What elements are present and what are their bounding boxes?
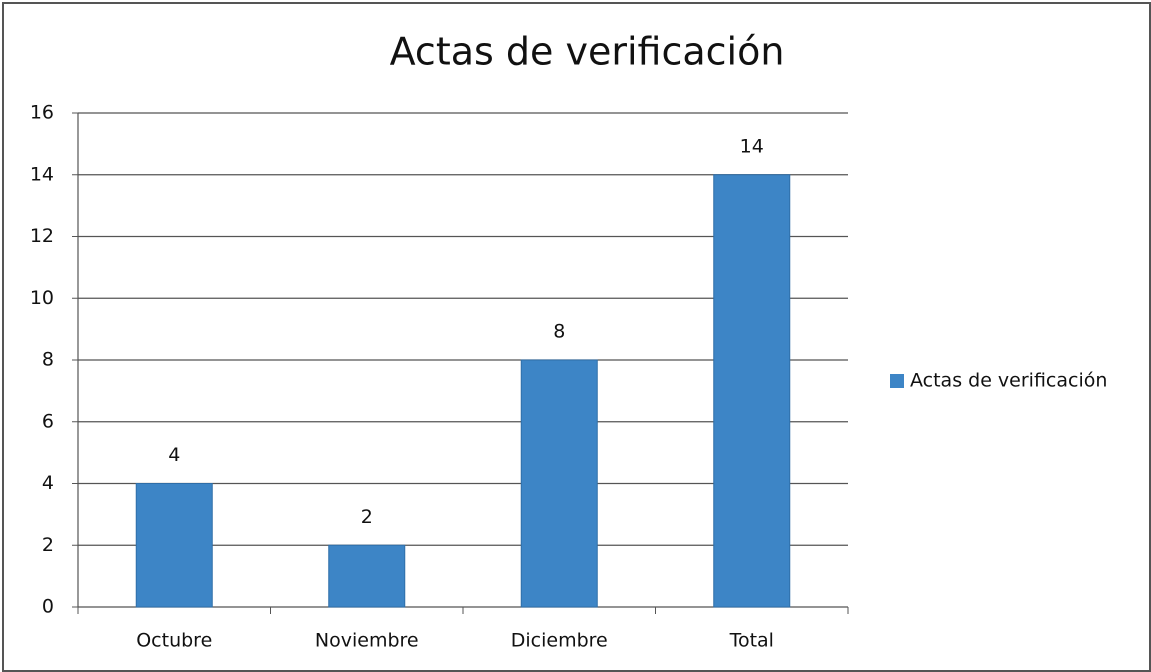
data-label: 4 [168, 444, 180, 466]
y-tick-label: 6 [42, 410, 54, 432]
bar [520, 359, 598, 608]
chart-title: Actas de verificación [390, 30, 785, 74]
x-tick-label: Octubre [136, 630, 212, 652]
y-tick-label: 4 [42, 472, 54, 494]
x-tick-label: Noviembre [315, 630, 419, 652]
bar [713, 174, 791, 608]
data-label: 14 [740, 135, 764, 157]
bar [135, 483, 213, 608]
y-tick-label: 14 [30, 163, 54, 185]
legend-label: Actas de verificación [910, 370, 1107, 392]
y-tick-label: 8 [42, 349, 54, 371]
y-tick-label: 12 [30, 225, 54, 247]
y-tick-label: 2 [42, 534, 54, 556]
y-tick-label: 0 [42, 596, 54, 618]
y-tick-label: 10 [30, 287, 54, 309]
y-tick-label: 16 [30, 102, 54, 124]
data-label: 2 [361, 506, 373, 528]
data-label: 8 [553, 321, 565, 343]
x-tick-label: Diciembre [511, 630, 608, 652]
bar [328, 544, 406, 608]
legend-swatch [890, 374, 904, 388]
x-tick-label: Total [729, 630, 774, 652]
